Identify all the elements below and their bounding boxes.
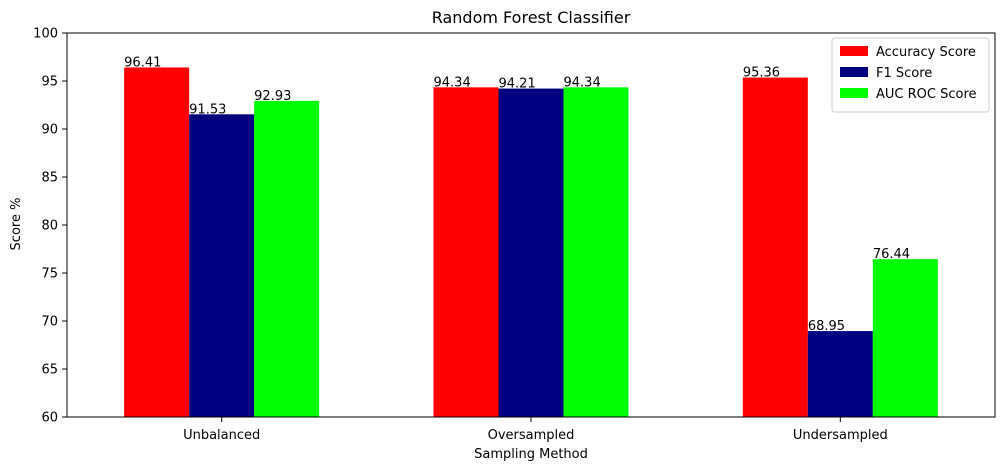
bar-accuracy-score[interactable]: [433, 87, 499, 417]
y-tick-label: 100: [33, 27, 58, 42]
data-label: 94.21: [499, 77, 536, 92]
legend-label: Accuracy Score: [876, 45, 976, 60]
bar-auc-roc-score[interactable]: [872, 259, 938, 417]
bar-auc-roc-score[interactable]: [254, 100, 320, 417]
data-label: 95.36: [743, 66, 780, 81]
legend-label: F1 Score: [876, 66, 932, 81]
plot-frame: [66, 32, 996, 418]
legend-swatch-auc-roc-score: [840, 88, 868, 98]
bar-auc-roc-score[interactable]: [563, 87, 629, 417]
data-label: 92.93: [254, 89, 291, 104]
legend-swatch-accuracy-score: [840, 46, 868, 56]
data-label: 68.95: [808, 319, 845, 334]
y-tick-label: 60: [41, 411, 58, 426]
y-tick-label: 90: [41, 123, 58, 138]
y-tick-label: 85: [41, 171, 58, 186]
x-tick-label: Oversampled: [488, 428, 575, 443]
data-label: 94.34: [434, 75, 471, 90]
x-axis-title: Sampling Method: [474, 447, 588, 462]
data-label: 76.44: [873, 247, 910, 262]
chart-title: Random Forest Classifier: [432, 8, 631, 27]
y-tick-label: 80: [41, 219, 58, 234]
y-axis-title: Score %: [9, 198, 24, 251]
legend: Accuracy Score F1 Score AUC ROC Score: [831, 37, 990, 113]
y-tick-label: 95: [41, 75, 58, 90]
y-tick-label: 70: [41, 315, 58, 330]
bar-accuracy-score[interactable]: [742, 77, 808, 417]
data-label: 96.41: [124, 55, 161, 70]
y-tick-label: 65: [41, 363, 58, 378]
legend-swatch-f1-score: [840, 67, 868, 77]
x-tick-label: Unbalanced: [183, 428, 260, 443]
bar-f1-score[interactable]: [189, 114, 255, 417]
y-tick-label: 75: [41, 267, 58, 282]
bar-f1-score[interactable]: [498, 88, 564, 418]
legend-box: [831, 37, 990, 113]
legend-label: AUC ROC Score: [876, 87, 977, 102]
bar-accuracy-score[interactable]: [124, 67, 190, 418]
data-label: 91.53: [189, 102, 226, 117]
x-tick-label: Undersampled: [793, 428, 888, 443]
data-label: 94.34: [564, 75, 601, 90]
bar-f1-score[interactable]: [807, 331, 873, 417]
